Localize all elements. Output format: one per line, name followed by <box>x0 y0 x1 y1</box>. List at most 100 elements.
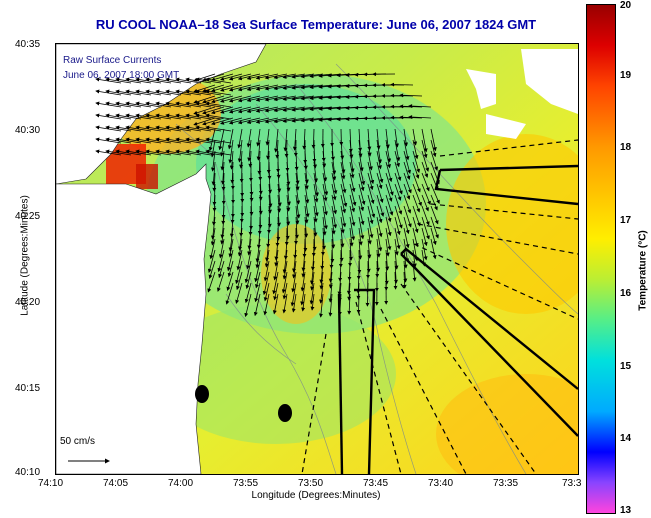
current-vector <box>340 172 347 194</box>
current-vector <box>349 150 355 173</box>
current-vector <box>394 260 399 284</box>
current-vector <box>237 128 243 149</box>
current-vector <box>255 249 261 269</box>
current-vector <box>394 128 399 148</box>
current-vector <box>217 249 225 273</box>
current-vector <box>292 128 297 151</box>
current-vector <box>268 172 273 194</box>
current-vector <box>376 139 382 164</box>
current-vector <box>367 216 374 239</box>
current-vector <box>276 161 281 179</box>
current-vector <box>403 249 408 269</box>
current-vector <box>284 139 289 158</box>
current-vector <box>255 238 261 263</box>
y-tick: 40:15 <box>15 383 41 394</box>
current-vector <box>300 271 306 292</box>
no-data-ne-2 <box>521 49 578 114</box>
current-vector <box>292 260 297 279</box>
current-vector <box>376 205 383 224</box>
current-vector <box>328 271 333 289</box>
current-vector <box>295 172 300 191</box>
current-vector <box>229 150 234 170</box>
current-vector <box>337 293 342 316</box>
current-vector <box>319 293 324 318</box>
current-vector <box>262 271 270 296</box>
current-vector <box>403 139 410 161</box>
current-vector <box>290 282 297 307</box>
current-vector <box>328 260 333 283</box>
current-vector <box>274 128 279 153</box>
current-vector <box>202 106 225 115</box>
current-vector <box>412 183 422 207</box>
current-vector <box>340 205 347 228</box>
current-vector <box>300 282 306 306</box>
current-vector <box>430 172 439 191</box>
current-vector <box>349 183 357 207</box>
current-vector <box>227 128 234 150</box>
x-tick: 73:35 <box>493 478 519 489</box>
current-vector <box>390 82 414 87</box>
current-vector <box>249 183 254 202</box>
current-vector <box>235 282 243 304</box>
x-tick: 74:05 <box>103 478 129 489</box>
current-vector <box>385 249 390 271</box>
current-vector <box>277 172 282 193</box>
current-vector <box>301 260 306 278</box>
current-vector <box>210 216 216 240</box>
sst-map[interactable] <box>55 43 579 475</box>
colorbar-tick: 16 <box>620 288 632 299</box>
temperature-colorbar <box>586 4 616 514</box>
current-vector <box>421 238 428 261</box>
current-vector <box>358 183 366 206</box>
current-vector <box>412 161 420 179</box>
current-vector <box>403 183 411 200</box>
current-vector <box>394 150 400 168</box>
current-vector <box>376 183 384 203</box>
current-vector <box>356 282 361 300</box>
current-vector <box>310 249 315 271</box>
current-vector <box>313 161 319 183</box>
current-vector <box>313 194 319 217</box>
current-vector <box>286 172 291 192</box>
current-vector <box>385 227 392 251</box>
current-vector <box>367 194 376 218</box>
current-vector <box>248 150 253 168</box>
current-vector <box>304 205 309 224</box>
sst-map-canvas <box>56 44 578 474</box>
x-tick: 73:40 <box>428 478 454 489</box>
current-vector <box>281 271 288 294</box>
current-vector <box>421 172 430 192</box>
current-vector <box>412 172 421 193</box>
current-vector <box>367 172 374 191</box>
current-vector <box>385 161 393 183</box>
x-tick: 73:3 <box>562 478 582 489</box>
current-vector <box>193 117 216 126</box>
current-vector <box>310 293 315 311</box>
current-vector <box>403 172 412 194</box>
current-vector <box>210 227 216 246</box>
current-vector <box>292 249 297 273</box>
current-vector <box>205 77 232 84</box>
current-vector <box>421 128 428 153</box>
current-vector <box>228 227 234 252</box>
current-vector <box>367 205 374 225</box>
current-vector <box>358 172 365 192</box>
current-vector <box>237 139 243 163</box>
current-vector <box>295 194 301 219</box>
current-vector <box>282 282 288 300</box>
current-vector <box>311 128 316 149</box>
current-vector <box>319 271 324 290</box>
current-vector <box>218 260 225 279</box>
current-vector <box>430 139 437 158</box>
current-vector <box>421 161 429 178</box>
current-vector <box>385 172 394 196</box>
current-vector <box>376 227 383 252</box>
current-vector <box>340 161 346 180</box>
current-vector <box>256 227 261 249</box>
current-vector <box>266 139 270 160</box>
current-vector <box>193 106 216 115</box>
current-vector <box>430 205 439 225</box>
current-vector <box>421 227 428 247</box>
current-vector <box>277 183 282 207</box>
current-vector <box>273 282 279 301</box>
